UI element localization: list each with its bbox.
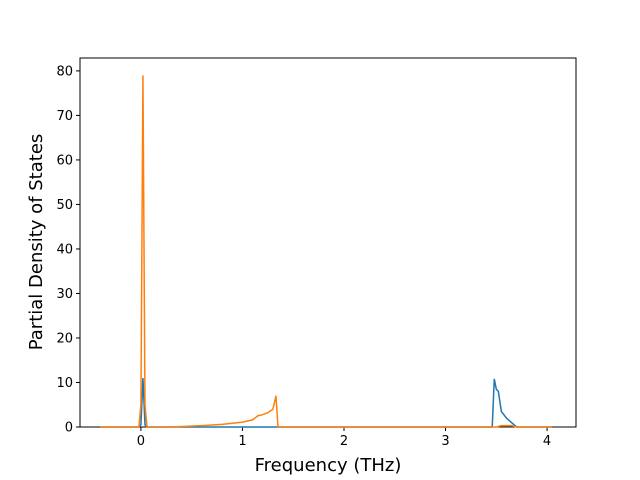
x-tick-label: 2 bbox=[340, 434, 348, 449]
y-tick-label: 60 bbox=[56, 153, 73, 168]
y-tick-label: 80 bbox=[56, 64, 73, 79]
y-tick-label: 50 bbox=[56, 198, 73, 213]
x-tick-label: 4 bbox=[543, 434, 551, 449]
y-axis-label: Partial Density of States bbox=[26, 134, 47, 351]
data-line bbox=[100, 75, 553, 428]
y-tick-label: 0 bbox=[65, 421, 73, 436]
x-tick-label: 3 bbox=[441, 434, 449, 449]
y-tick-label: 10 bbox=[56, 376, 73, 391]
x-tick-label: 1 bbox=[238, 434, 246, 449]
y-tick-label: 30 bbox=[56, 287, 73, 302]
y-tick-label: 70 bbox=[56, 109, 73, 124]
data-line bbox=[100, 378, 553, 428]
x-tick-label: 0 bbox=[137, 434, 145, 449]
y-tick-label: 40 bbox=[56, 242, 73, 257]
plot-frame bbox=[79, 57, 577, 428]
x-axis-label: Frequency (THz) bbox=[255, 455, 402, 476]
y-tick-label: 20 bbox=[56, 331, 73, 346]
